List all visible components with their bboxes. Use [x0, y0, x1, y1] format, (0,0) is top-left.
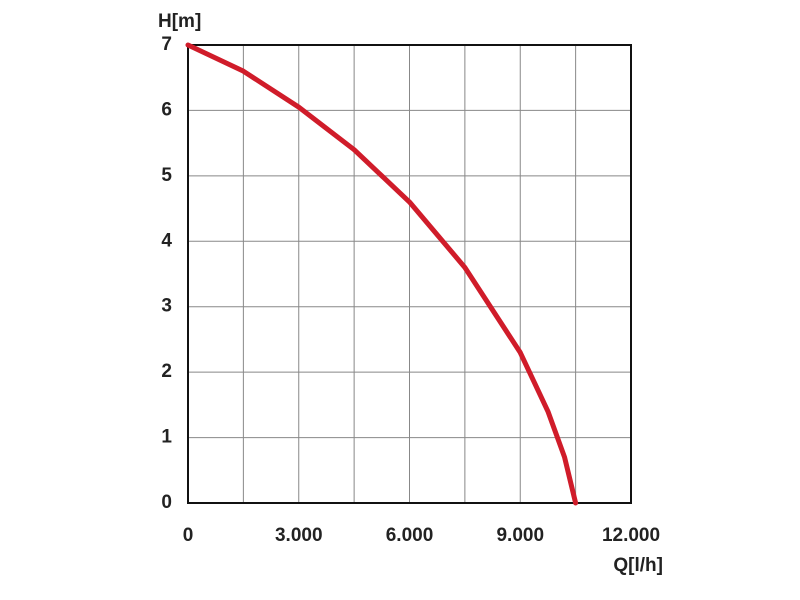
y-tick-label: 0 [161, 492, 172, 513]
x-tick-label: 6.000 [386, 525, 434, 546]
x-tick-label: 9.000 [496, 525, 544, 546]
y-tick-label: 1 [161, 427, 172, 448]
y-tick-label: 3 [161, 296, 172, 317]
y-tick-label: 5 [161, 165, 172, 186]
y-tick-label: 4 [161, 230, 172, 251]
curve [185, 42, 579, 506]
y-tick-label: 6 [161, 99, 172, 120]
y-tick-label: 7 [161, 34, 172, 55]
x-tick-label: 3.000 [275, 525, 323, 546]
plot-frame [187, 44, 632, 504]
x-axis-label: Q[l/h] [613, 555, 663, 576]
y-tick-label: 2 [161, 361, 172, 382]
x-tick-label: 12.000 [602, 525, 660, 546]
x-tick-label: 0 [183, 525, 194, 546]
y-axis-label: H[m] [158, 11, 201, 32]
